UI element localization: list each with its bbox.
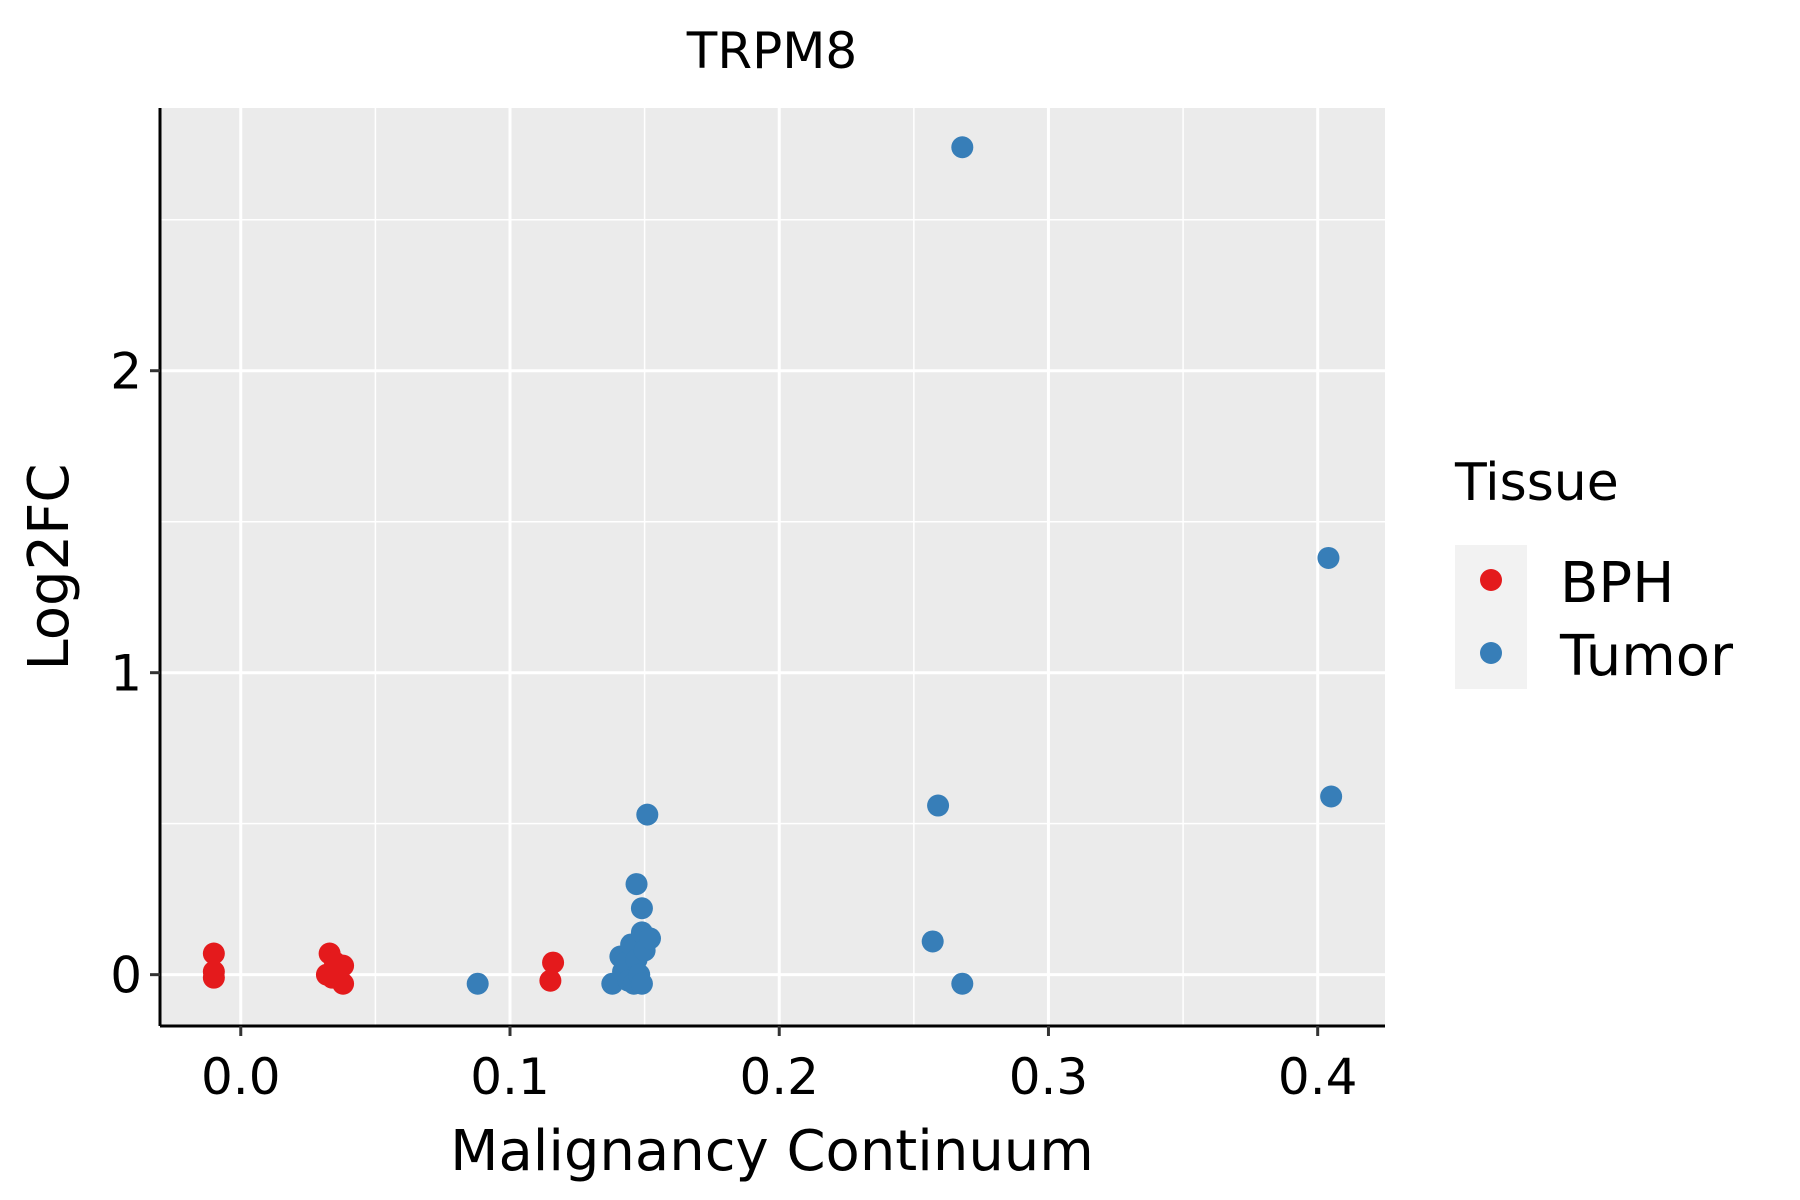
point-bph [202,942,225,965]
point-tumor [951,136,974,159]
point-bph [332,972,355,995]
legend-label-bph: BPH [1560,551,1674,616]
legend: Tissue BPH Tumor [1454,453,1734,689]
x-tick-label: 0.0 [201,1048,281,1106]
y-axis-ticks: 0 1 2 [110,343,160,1005]
minor-gridlines [160,108,1385,1026]
major-gridlines [160,108,1385,1026]
legend-key-bph [1480,569,1502,591]
y-axis-title: Log2FC [17,464,82,671]
point-tumor [927,794,950,817]
y-tick-label: 2 [110,343,142,401]
point-bph [202,966,225,989]
chart-title: TRPM8 [686,22,857,80]
point-bph [542,951,565,974]
point-tumor [639,927,661,950]
point-tumor [951,972,974,995]
plot-panel [160,108,1385,1026]
legend-key-tumor [1480,642,1502,664]
point-bph [332,954,355,977]
x-tick-label: 0.1 [470,1048,550,1106]
point-bph [539,969,562,992]
point-tumor [466,972,489,995]
x-axis-ticks: 0.0 0.1 0.2 0.3 0.4 [201,1026,1357,1106]
x-tick-label: 0.2 [739,1048,819,1106]
x-tick-label: 0.4 [1278,1048,1358,1106]
legend-label-tumor: Tumor [1559,624,1734,689]
legend-key-background [1455,545,1527,689]
point-tumor [625,873,648,896]
x-tick-label: 0.3 [1009,1048,1089,1106]
point-tumor [630,972,653,995]
x-axis-title: Malignancy Continuum [450,1119,1094,1184]
data-points [202,136,1343,995]
point-tumor [921,930,944,953]
point-tumor [1317,546,1340,569]
point-tumor [1320,785,1343,808]
point-tumor [630,897,653,920]
y-tick-label: 1 [110,645,142,703]
point-tumor [636,803,659,826]
legend-title: Tissue [1454,453,1619,513]
y-tick-label: 0 [110,947,142,1005]
